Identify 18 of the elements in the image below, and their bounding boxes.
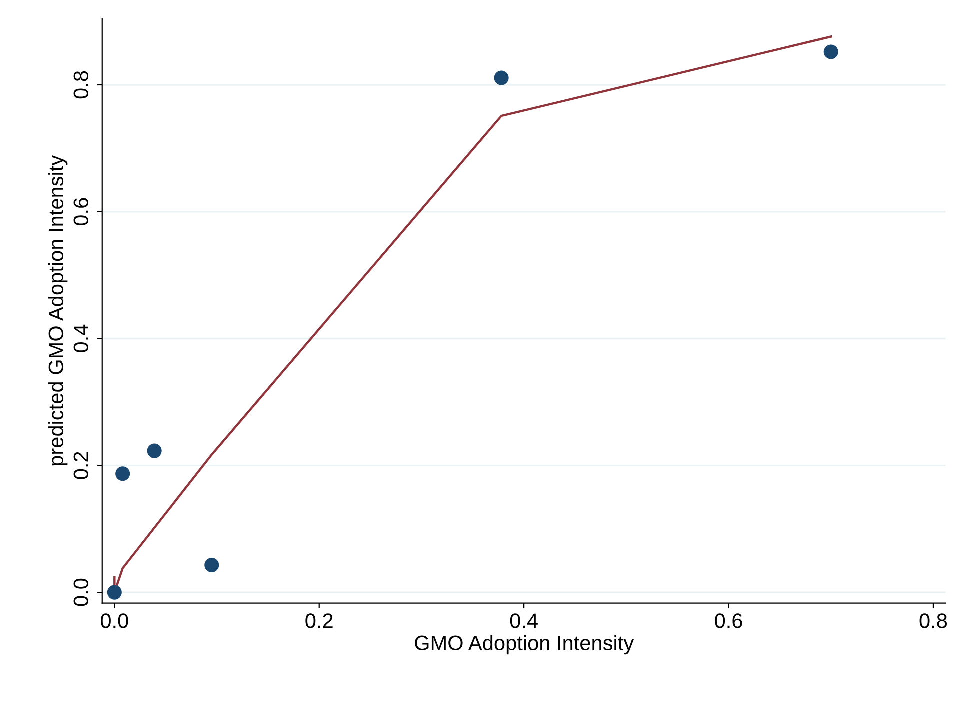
y-tick-label: 0.0 [74, 578, 89, 606]
x-tick-label: 0.4 [510, 614, 538, 628]
x-axis-title: GMO Adoption Intensity [415, 635, 634, 655]
y-tick-label: 0.8 [74, 71, 89, 99]
y-tick-label: 0.2 [74, 452, 89, 480]
point [147, 444, 162, 458]
point [824, 44, 838, 60]
y-tick-label: 0.6 [74, 198, 89, 226]
point [494, 70, 509, 86]
y-tick-label: 0.4 [74, 324, 89, 352]
point [107, 585, 122, 600]
point [116, 466, 130, 482]
x-tick-label: 0.8 [920, 614, 948, 628]
x-tick-label: 0.2 [306, 614, 333, 628]
x-tick-label: 0.0 [100, 614, 128, 628]
point [204, 558, 220, 573]
y-axis-title: predicted GMO Adoption Intensity [48, 155, 68, 466]
x-tick-label: 0.6 [715, 614, 742, 628]
